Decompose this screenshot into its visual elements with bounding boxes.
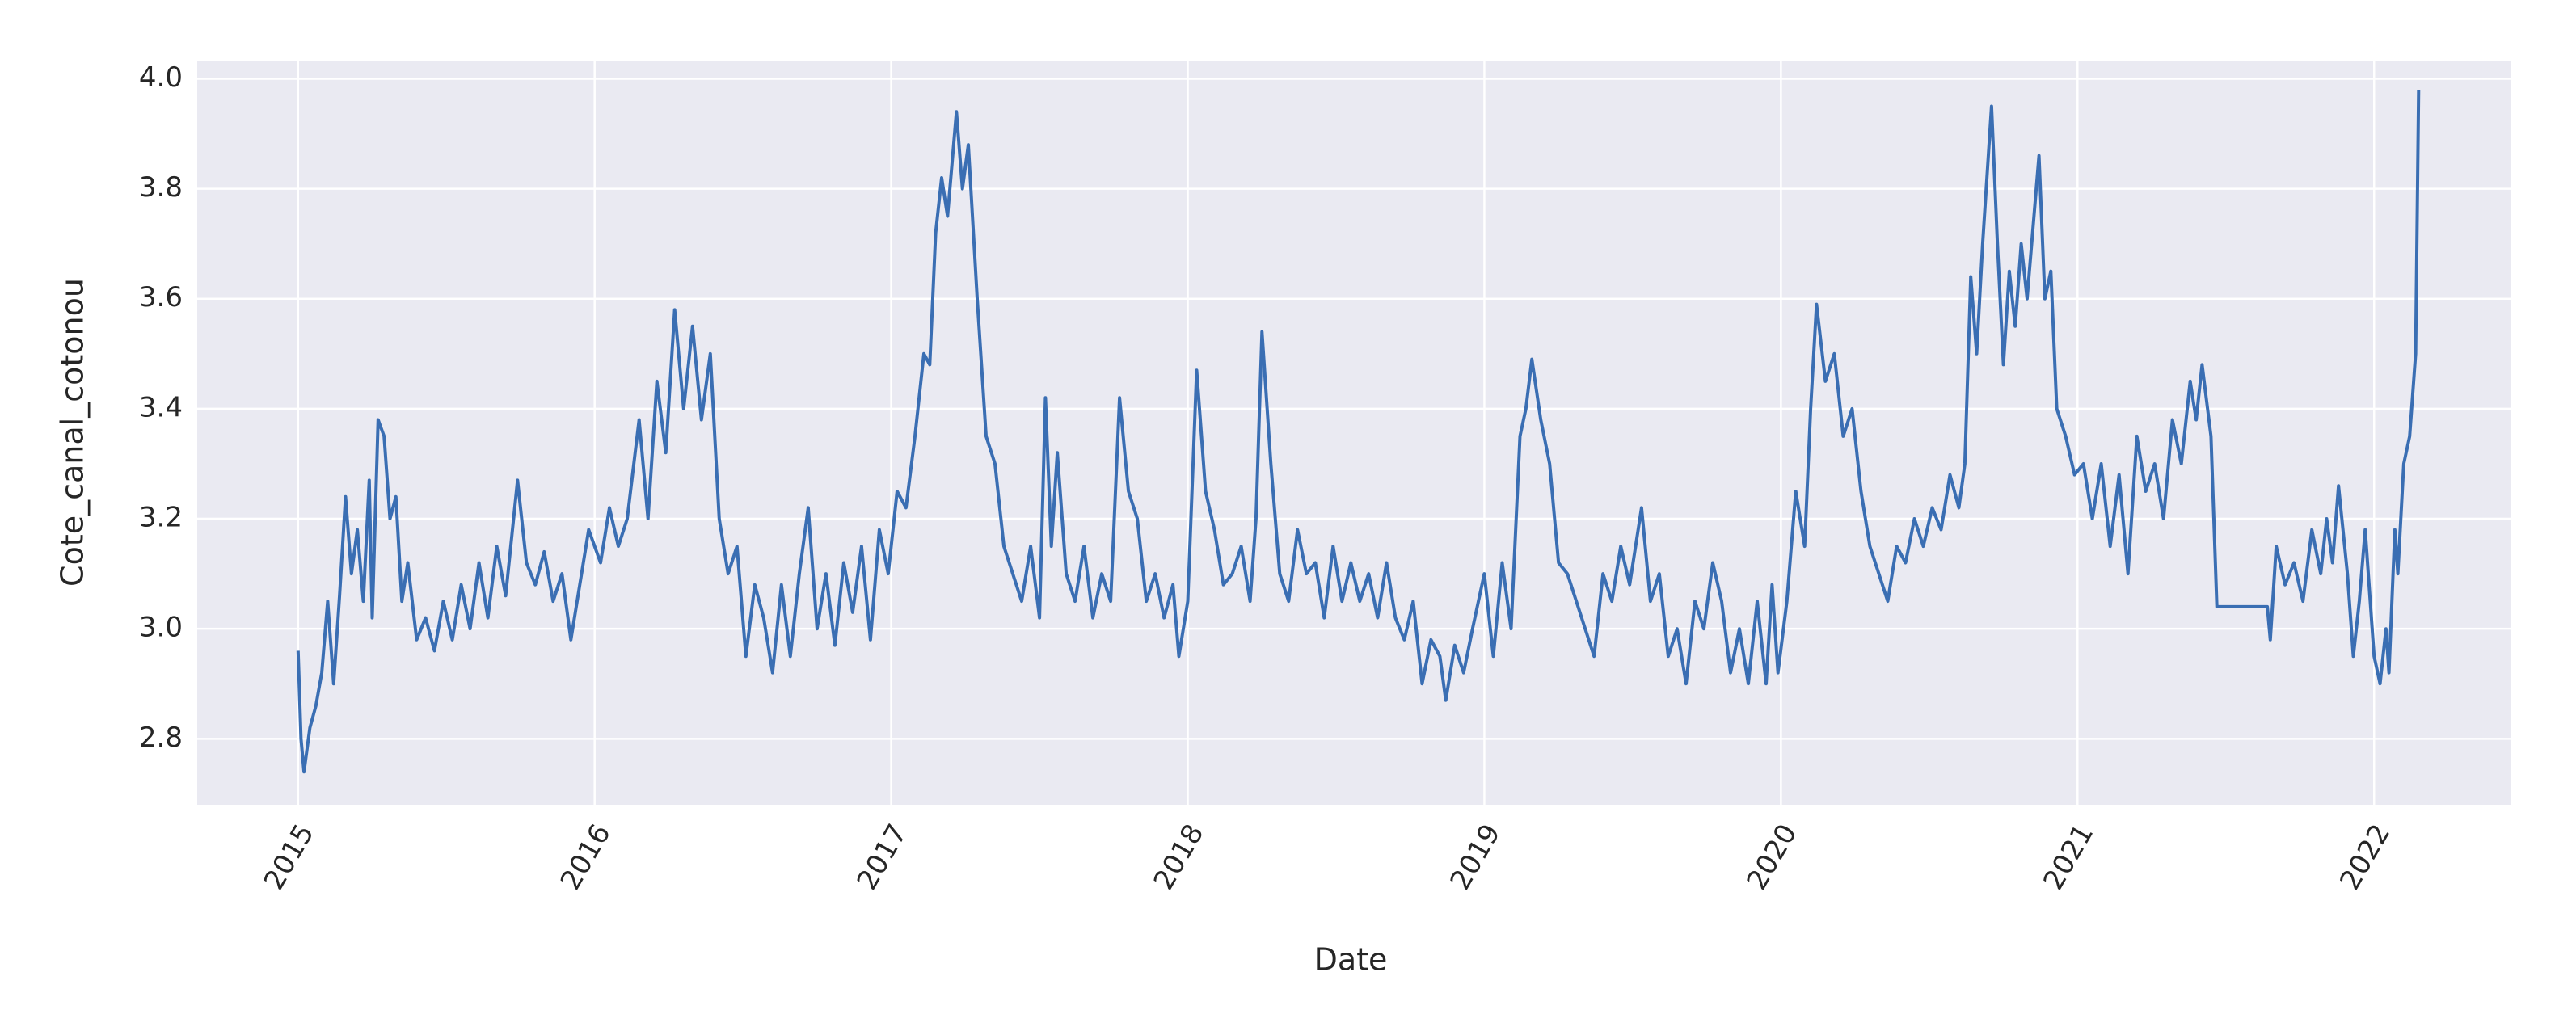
y-tick-label: 3.6: [139, 281, 183, 314]
plot-area: [197, 61, 2511, 805]
x-tick-label: 2015: [258, 819, 321, 895]
x-tick-label: 2017: [851, 819, 914, 895]
y-tick-label: 3.4: [139, 391, 183, 423]
x-tick-label: 2016: [554, 819, 618, 895]
x-tick-label: 2019: [1444, 819, 1507, 895]
y-tick-label: 3.0: [139, 612, 183, 644]
y-tick-label: 2.8: [139, 722, 183, 754]
x-tick-label: 2022: [2334, 819, 2397, 895]
x-tick-label: 2020: [1740, 819, 1803, 895]
x-tick-label: 2021: [2037, 819, 2100, 895]
data-line: [296, 90, 2421, 774]
y-tick-label: 3.8: [139, 171, 183, 204]
x-axis-label: Date: [1314, 942, 1388, 978]
x-tick-label: 2018: [1148, 819, 1211, 895]
y-tick-label: 4.0: [139, 61, 183, 94]
marks: [296, 90, 2421, 774]
grid: [197, 61, 2511, 805]
y-axis-label: Cote_canal_cotonou: [55, 278, 91, 587]
y-tick-label: 3.2: [139, 502, 183, 534]
